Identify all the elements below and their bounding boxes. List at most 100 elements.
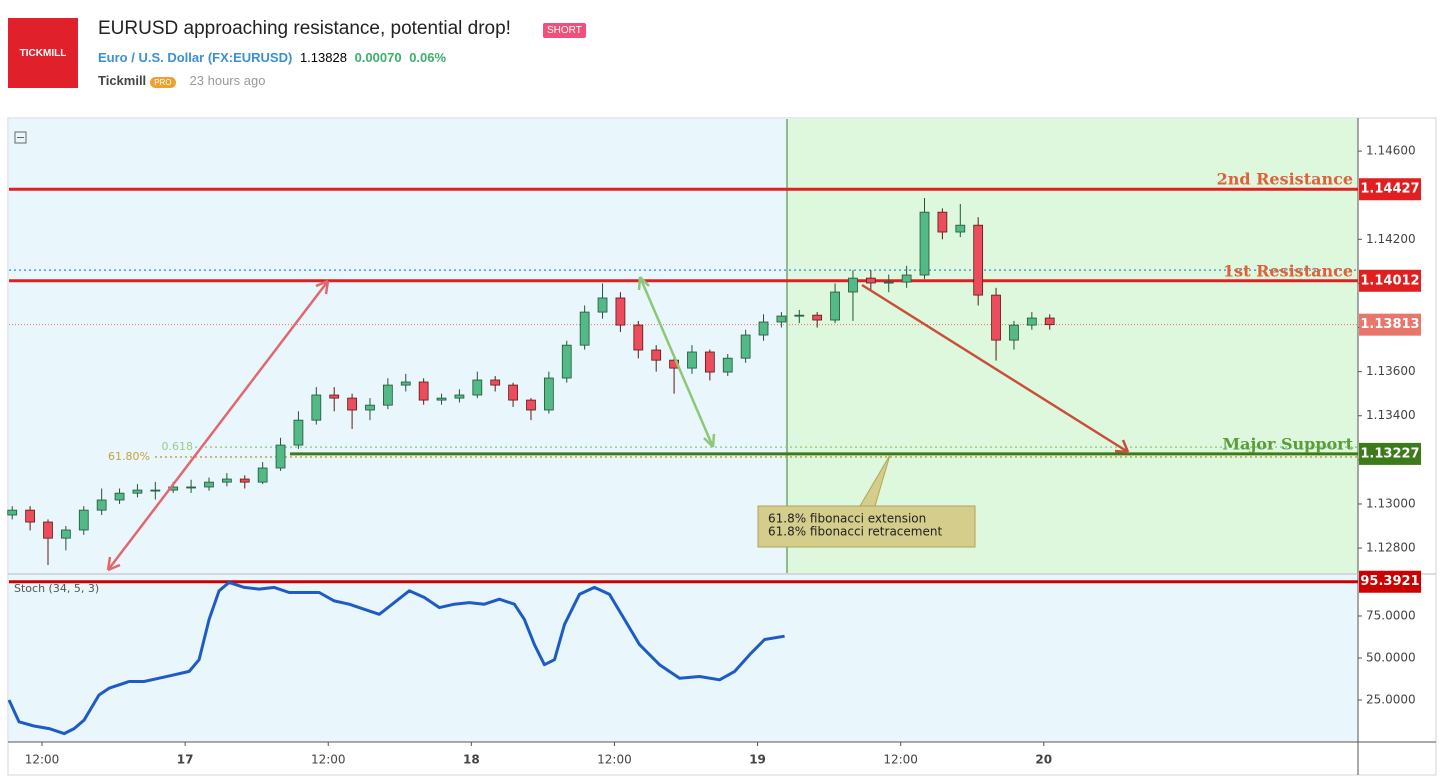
candle-body <box>526 399 536 411</box>
author[interactable]: Tickmill <box>98 73 147 88</box>
candle-body <box>365 404 375 411</box>
candle-body <box>25 509 35 523</box>
y-tick-label: 1.14600 <box>1366 144 1416 158</box>
arrow <box>107 280 329 571</box>
logo[interactable]: TICKMILL <box>8 18 78 88</box>
x-tick-label: 12:00 <box>25 753 60 767</box>
author-row: Tickmill PRO 23 hours ago <box>98 73 265 88</box>
candle-body <box>919 211 930 276</box>
y-tick-label: 1.13000 <box>1366 496 1416 510</box>
arrow <box>861 283 1129 454</box>
price-box-label: 1.14012 <box>1360 273 1419 288</box>
x-tick-label: 20 <box>1035 753 1052 767</box>
candle-body <box>651 349 662 361</box>
candle-body <box>633 324 644 351</box>
target-zone <box>787 119 1358 573</box>
candle-body <box>597 297 608 313</box>
fib-label: 61.80% <box>108 450 150 463</box>
candle-body <box>311 394 322 421</box>
candle-body <box>687 351 697 369</box>
price-box <box>1359 570 1421 593</box>
candle-body <box>991 294 1001 341</box>
candle-body <box>848 277 858 293</box>
price-box <box>1359 442 1421 465</box>
candle-body <box>883 281 894 284</box>
arrow-head <box>1114 439 1130 454</box>
candle-body <box>955 224 966 233</box>
candle-body <box>508 384 518 401</box>
arrow-head <box>106 279 330 572</box>
level-name: 1st Resistance <box>1223 261 1353 280</box>
candle-body <box>812 314 823 321</box>
arrow-head <box>637 276 716 448</box>
candle-body <box>222 478 232 483</box>
candle-body <box>436 397 447 401</box>
candle-body <box>901 274 912 283</box>
candle-body <box>204 481 214 488</box>
level-name: 2nd Resistance <box>1217 170 1353 189</box>
x-tick-label: 19 <box>749 753 766 767</box>
stoch-label: Stoch (34, 5, 3) <box>14 582 99 595</box>
candle-body <box>830 291 840 321</box>
y-tick-label: 1.13400 <box>1366 408 1416 422</box>
candle-body <box>740 334 751 359</box>
y-tick-label: 1.14200 <box>1366 232 1416 246</box>
candle-body <box>293 419 304 446</box>
price-box-label: 1.13227 <box>1360 446 1419 461</box>
y2-tick-label: 50.0000 <box>1366 650 1416 664</box>
candle-body <box>1044 317 1055 326</box>
arrow <box>638 276 715 448</box>
x-tick-label: 17 <box>177 753 194 767</box>
candle-body <box>275 444 286 469</box>
time-ago: 23 hours ago <box>189 73 266 88</box>
candle-body <box>257 467 268 483</box>
price-box <box>1359 178 1421 201</box>
author-badge: PRO <box>150 77 176 88</box>
callout-text: 61.8% fibonacci retracement <box>768 525 942 539</box>
price: 1.13828 <box>299 50 347 65</box>
x-tick-label: 12:00 <box>597 753 632 767</box>
instrument[interactable]: Euro / U.S. Dollar <box>98 50 205 65</box>
candle-body <box>579 311 590 346</box>
badge: SHORT <box>543 23 586 38</box>
candle-body <box>776 315 787 323</box>
level-name: Major Support <box>1222 434 1353 453</box>
candle-body <box>454 394 465 399</box>
symbol-row: Euro / U.S. Dollar (FX:EURUSD) 1.13828 0… <box>98 50 446 65</box>
candle-body <box>490 379 501 386</box>
candle-body <box>382 384 393 406</box>
candle-body <box>43 521 53 539</box>
candle-body <box>1026 317 1037 326</box>
candle-body <box>561 344 572 379</box>
candle-body <box>758 321 769 336</box>
idea-title: EURUSD approaching resistance, potential… <box>98 18 511 39</box>
price-box <box>1359 313 1421 336</box>
candle-body <box>704 351 715 373</box>
change-pct: 0.06% <box>409 50 447 65</box>
candle-body <box>114 492 125 501</box>
candle-body <box>7 509 18 516</box>
candle-body <box>615 297 626 326</box>
y-tick-label: 1.12800 <box>1366 541 1416 555</box>
callout-box <box>757 454 976 548</box>
candle-body <box>347 397 357 411</box>
y2-tick-label: 25.0000 <box>1366 692 1416 706</box>
x-tick-label: 18 <box>463 753 480 767</box>
price-box-label: 1.14427 <box>1360 182 1419 197</box>
candle-body <box>543 377 554 411</box>
symbol[interactable]: (FX:EURUSD) <box>207 50 293 65</box>
candle-body <box>865 277 876 284</box>
callout-text: 61.8% fibonacci extension <box>768 512 926 526</box>
price-box-label: 95.3921 <box>1360 574 1419 589</box>
fib-label: 0.618 <box>162 440 194 453</box>
collapse-icon[interactable] <box>14 131 27 144</box>
candle-body <box>61 529 71 539</box>
candle-body <box>472 379 483 396</box>
x-tick-label: 12:00 <box>883 753 918 767</box>
candle-body <box>132 489 143 494</box>
price-box <box>1359 269 1421 292</box>
candle-body <box>78 509 89 531</box>
drawings <box>106 276 1130 572</box>
